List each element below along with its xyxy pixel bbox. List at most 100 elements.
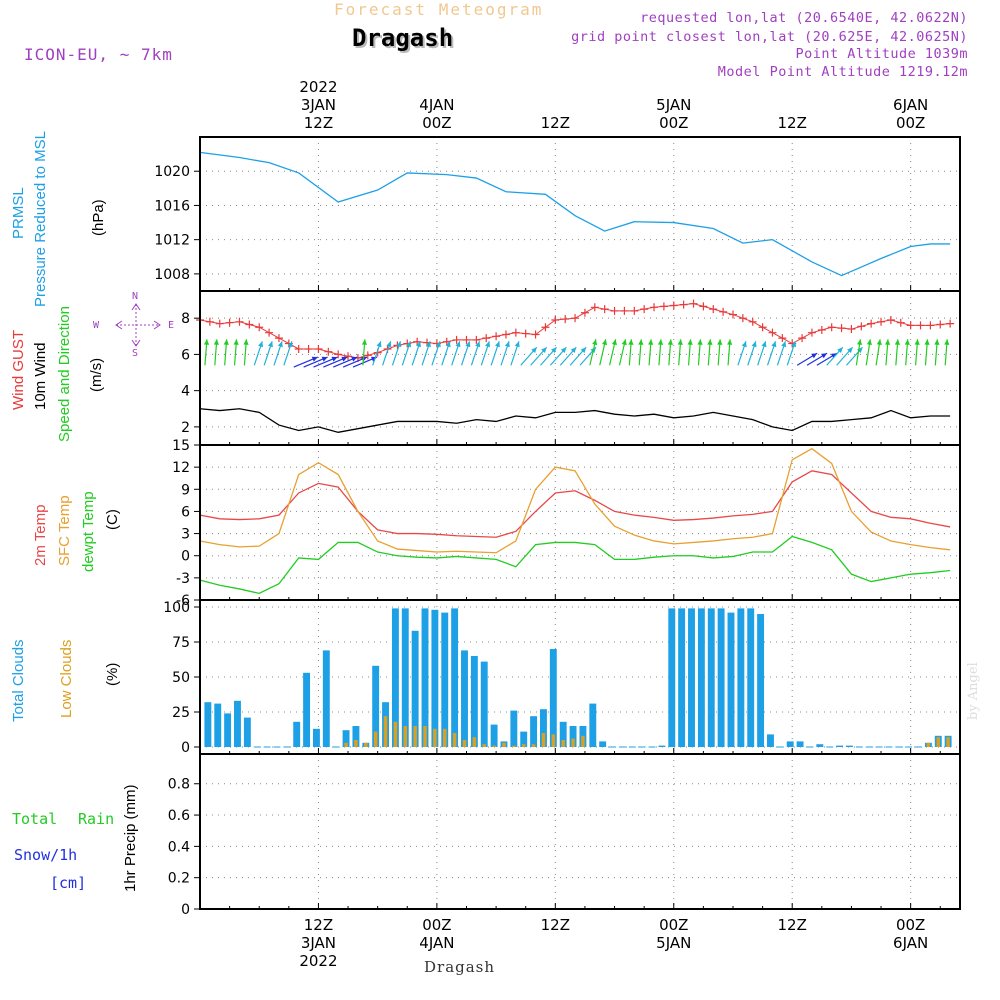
y-tick-label: 9 [181,482,190,498]
gust-marker [659,302,668,311]
wind-arrow-head [781,341,787,348]
low-cloud-bar [551,734,556,747]
gust-marker [215,319,224,328]
wind-arrow-head [425,341,431,348]
bottom-location: Dragash [424,958,496,976]
total-cloud-bar [293,721,301,747]
wind-arrow-head [570,347,577,354]
low-cloud-bar [946,737,950,747]
wind-arrow-head [601,339,608,346]
gust-marker [205,317,214,326]
wind-arrow-head [830,353,837,359]
gust-marker [669,301,678,310]
precip-snow-label: Snow/1h [14,846,78,864]
wind-arrow-head [914,339,920,345]
gust-marker [916,321,925,330]
precip-cm-label: [cm] [50,874,87,892]
y-tick-label: 8 [181,311,190,327]
wind-arrow-head [791,341,797,348]
wind-arrow-head [435,341,441,348]
wind-arrow-head [445,341,451,348]
total-cloud-bar [312,728,320,747]
wind-arrow-head [904,339,910,345]
low-cloud-bar [581,735,585,747]
wind-arrow-head [648,339,654,345]
gust-marker [304,344,313,353]
grid-point-coords: grid point closest lon,lat (20.625E, 42.… [571,29,968,45]
total-cloud-bar [697,608,705,747]
dewpoint-line [199,535,951,595]
low-cloud-bar [571,738,575,747]
time-label-bottom: 3JAN [301,934,336,952]
time-label-top: 4JAN [419,96,454,114]
total-cloud-bar [549,649,557,747]
wind-arrow-head [811,353,818,359]
time-label-top: 00Z [896,114,925,132]
low-cloud-bar [443,728,447,747]
wind-arrow-head [258,341,264,348]
wind-arrow-head [856,347,863,354]
gust-marker [600,305,609,314]
wind-arrow-head [213,339,219,345]
wind-arrow-head [944,339,950,345]
precip-total-label: Total [12,810,58,828]
y-tick-label: 6 [181,504,190,520]
total-cloud-bar [569,726,577,747]
y-tick-label: -6 [176,593,190,609]
gust-marker [472,335,481,344]
wind-arrow-head [847,347,853,354]
gust-marker [758,323,767,332]
prmsl-line [199,151,951,277]
wind-arrow-head [621,339,627,346]
total-cloud-bar [520,731,528,747]
wind-arrow-head [837,347,843,354]
y-tick-label: 0.6 [168,808,190,824]
time-label-top: 3JAN [301,96,336,114]
gust-marker [521,329,530,338]
total-cloud-bar [243,717,251,747]
header-title: Forecast Meteogram [334,0,544,19]
low-cloud-bar [521,744,526,747]
y-tick-label: -3 [176,571,190,587]
wind-arrow-head [475,341,481,348]
total-cloud-bar [204,702,212,747]
wind-arrow-head [331,356,338,362]
panel-frame-3 [199,444,961,601]
total-cloud-bar [322,650,330,747]
gust-marker [679,300,688,309]
wind-arrow-head [321,356,328,362]
wind-arrow-head [504,341,510,348]
total-cloud-bar [767,734,774,747]
time-label-bottom: 12Z [778,916,807,934]
wind-arrow-head [494,341,500,348]
wind-arrow-head [550,347,557,354]
gust-marker [501,330,510,339]
point-altitude: Point Altitude 1039m [795,46,968,62]
low-cloud-bar [492,745,496,747]
gust-marker [847,325,856,334]
wind-arrow-head [657,339,664,345]
gust-marker [255,323,264,332]
wind-arrow-head [514,341,520,348]
low-cloud-bar [926,742,931,747]
gust-marker [511,328,520,337]
gust-marker [462,335,471,344]
total-cloud-bar [421,608,429,747]
y-tick-label: 0.8 [168,777,190,793]
total-cloud-bar [303,672,311,747]
total-cloud-bar [401,608,409,747]
total-cloud-bar [717,608,725,747]
y-tick-label: 1020 [154,164,190,180]
wind-arrow-head [592,339,598,346]
total-cloud-bar [372,665,380,747]
precip-rain-label: Rain [78,810,115,828]
gust-marker [610,306,619,315]
gust-marker [709,305,718,314]
gust-marker [877,317,886,326]
y-tick-label: 6 [181,347,190,363]
gust-marker [561,315,570,324]
gust-marker [571,314,580,323]
low-cloud-bar [482,744,486,747]
time-label-bottom: 5JAN [656,934,691,952]
wind-arrow-head [223,339,229,345]
